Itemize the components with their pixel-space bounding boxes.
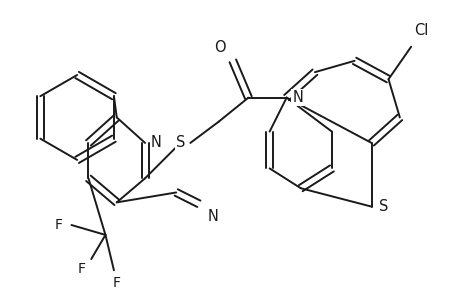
Text: S: S [175,135,185,150]
Text: F: F [112,276,121,290]
Text: N: N [207,209,218,224]
Text: S: S [378,199,387,214]
Text: N: N [291,90,302,105]
Text: O: O [213,40,225,55]
Text: F: F [78,262,85,276]
Text: Cl: Cl [413,23,427,38]
Text: N: N [151,135,161,150]
Text: F: F [55,218,63,232]
